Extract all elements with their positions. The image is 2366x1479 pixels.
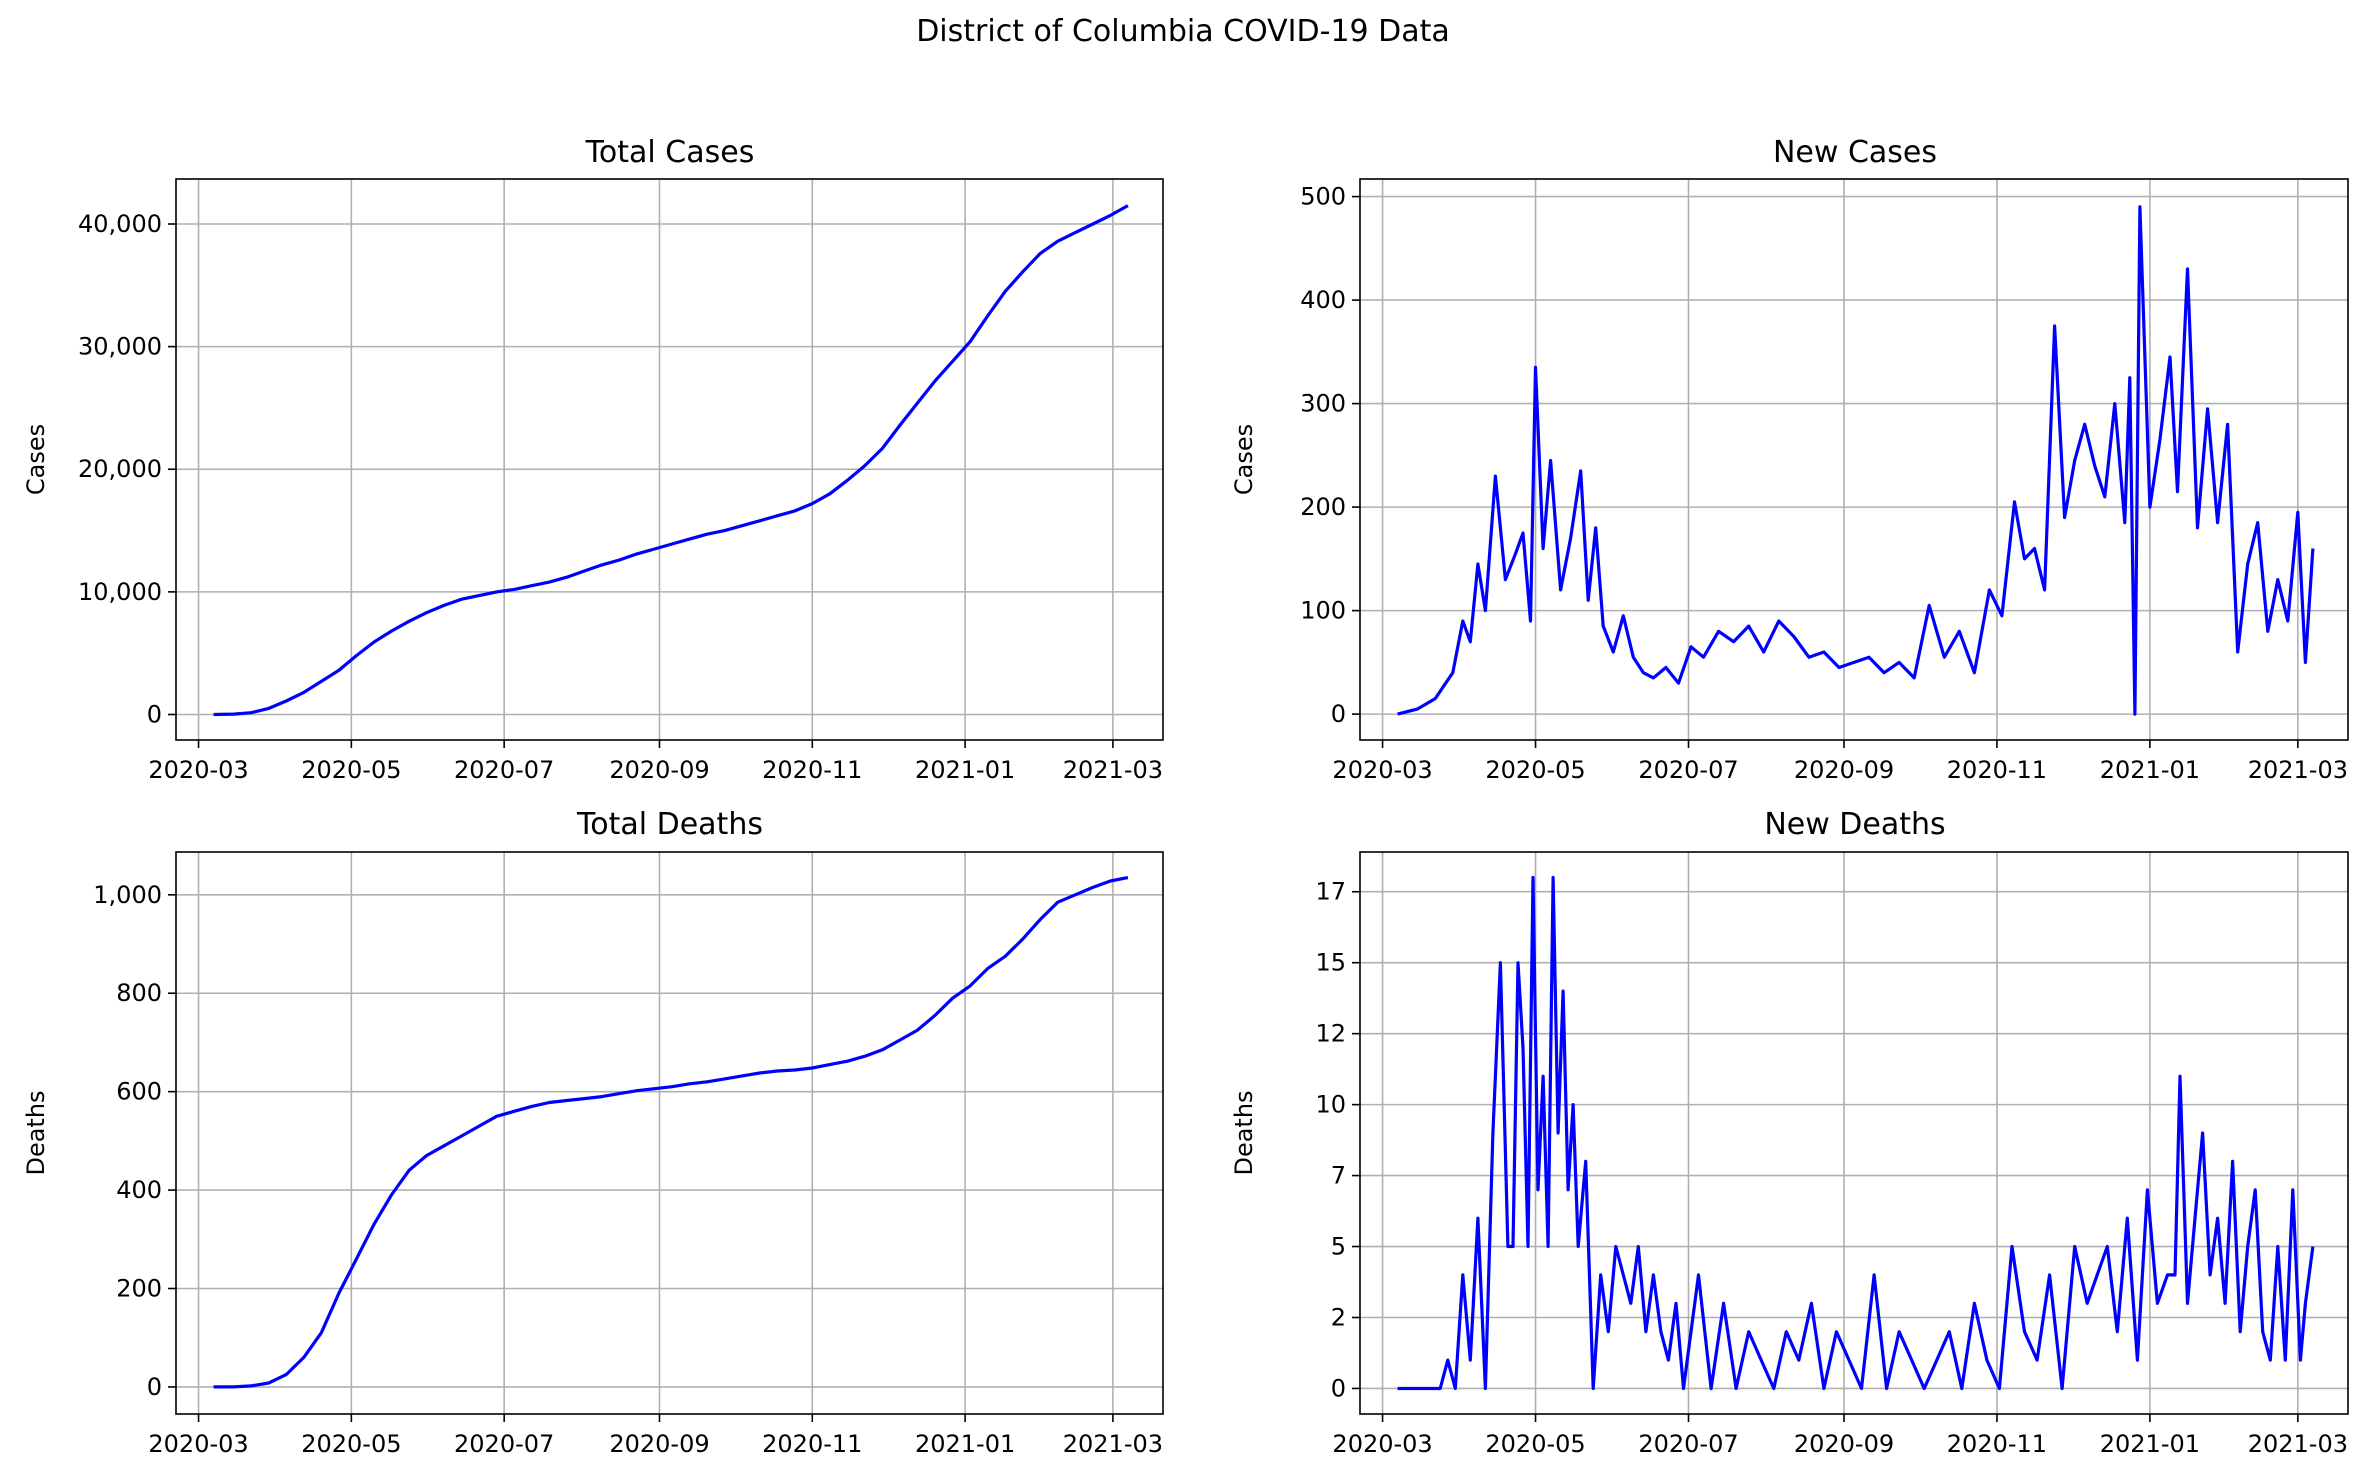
- series-line: [1397, 205, 2315, 716]
- x-tick-label: 2021-01: [2100, 1430, 2200, 1458]
- subplot-new-cases: New Cases 2020-03 2020-05 2020-07 2020-09 20…: [1230, 135, 2349, 784]
- x-tick-label: 2020-05: [301, 756, 401, 784]
- y-tick-label: 0: [1331, 700, 1346, 728]
- series-line: [1397, 875, 2315, 1391]
- chart-title: New Deaths: [1764, 807, 1945, 842]
- subplot-total-cases: Total Cases 2020-03 2020-05 2020-07 2020-09…: [22, 135, 1164, 784]
- y-axis-label: Cases: [22, 424, 50, 495]
- x-tick-label: 2020-03: [1332, 756, 1432, 784]
- y-tick-label: 0: [1331, 1374, 1346, 1402]
- chart-title: Total Deaths: [576, 807, 763, 842]
- x-tick-label: 2020-11: [762, 1430, 862, 1458]
- axes-frame: [1359, 851, 2349, 1415]
- series-line: [213, 876, 1129, 1389]
- x-tick-label: 2020-05: [1485, 1430, 1585, 1458]
- y-tick-label: 800: [116, 979, 162, 1007]
- x-tick-label: 2021-03: [1063, 756, 1163, 784]
- x-tick-label: 2020-03: [148, 756, 248, 784]
- y-axis-label: Deaths: [22, 1090, 50, 1175]
- y-tick-label: 5: [1331, 1233, 1346, 1261]
- axes-frame: [175, 851, 1164, 1415]
- chart-title: Total Cases: [585, 135, 755, 170]
- y-tick-label: 400: [116, 1176, 162, 1204]
- x-tick-label: 2020-07: [1638, 1430, 1738, 1458]
- y-tick-label: 200: [116, 1275, 162, 1303]
- y-tick-label: 30,000: [78, 333, 162, 361]
- x-tick-label: 2021-03: [1063, 1430, 1163, 1458]
- x-tick-label: 2020-09: [609, 1430, 709, 1458]
- x-tick-label: 2020-07: [454, 756, 554, 784]
- y-tick-label: 2: [1331, 1303, 1346, 1331]
- y-tick-label: 100: [1300, 597, 1346, 625]
- x-tick-label: 2021-01: [915, 1430, 1015, 1458]
- y-tick-label: 12: [1315, 1020, 1346, 1048]
- y-tick-label: 600: [116, 1078, 162, 1106]
- y-tick-label: 10: [1315, 1091, 1346, 1119]
- x-tick-label: 2020-09: [1794, 756, 1894, 784]
- x-tick-label: 2020-03: [1332, 1430, 1432, 1458]
- y-tick-label: 10,000: [78, 578, 162, 606]
- x-tick-label: 2021-03: [2248, 1430, 2348, 1458]
- y-tick-label: 200: [1300, 493, 1346, 521]
- x-tick-label: 2021-01: [2100, 756, 2200, 784]
- x-tick-label: 2021-01: [915, 756, 1015, 784]
- figure-title: District of Columbia COVID-19 Data: [916, 14, 1450, 49]
- x-tick-label: 2020-03: [148, 1430, 248, 1458]
- x-tick-label: 2020-09: [1794, 1430, 1894, 1458]
- y-tick-label: 1,000: [93, 881, 162, 909]
- y-tick-label: 20,000: [78, 455, 162, 483]
- axes-frame: [1359, 178, 2349, 741]
- y-tick-label: 15: [1315, 949, 1346, 977]
- chart-title: New Cases: [1773, 135, 1937, 170]
- x-tick-label: 2020-09: [609, 756, 709, 784]
- y-axis-label: Deaths: [1230, 1090, 1258, 1175]
- x-tick-label: 2020-11: [1947, 1430, 2047, 1458]
- y-tick-label: 500: [1300, 183, 1346, 211]
- y-tick-label: 0: [147, 1373, 162, 1401]
- x-tick-label: 2020-07: [454, 1430, 554, 1458]
- y-tick-label: 7: [1331, 1162, 1346, 1190]
- x-tick-label: 2020-11: [762, 756, 862, 784]
- y-tick-label: 400: [1300, 286, 1346, 314]
- y-tick-label: 17: [1315, 878, 1346, 906]
- subplot-new-deaths: New Deaths 2020-03 2020-05 2020-07 2020-09 2…: [1230, 807, 2349, 1458]
- series-line: [213, 204, 1129, 717]
- y-axis-label: Cases: [1230, 424, 1258, 495]
- subplot-total-deaths: Total Deaths 2020-03 2020-05 2020-07 2020-0…: [22, 807, 1164, 1458]
- y-tick-label: 0: [147, 700, 162, 728]
- x-tick-label: 2020-05: [301, 1430, 401, 1458]
- y-tick-label: 40,000: [78, 210, 162, 238]
- x-tick-label: 2020-11: [1947, 756, 2047, 784]
- axes-frame: [175, 178, 1164, 741]
- x-tick-label: 2021-03: [2248, 756, 2348, 784]
- x-tick-label: 2020-05: [1485, 756, 1585, 784]
- x-tick-label: 2020-07: [1638, 756, 1738, 784]
- y-tick-label: 300: [1300, 390, 1346, 418]
